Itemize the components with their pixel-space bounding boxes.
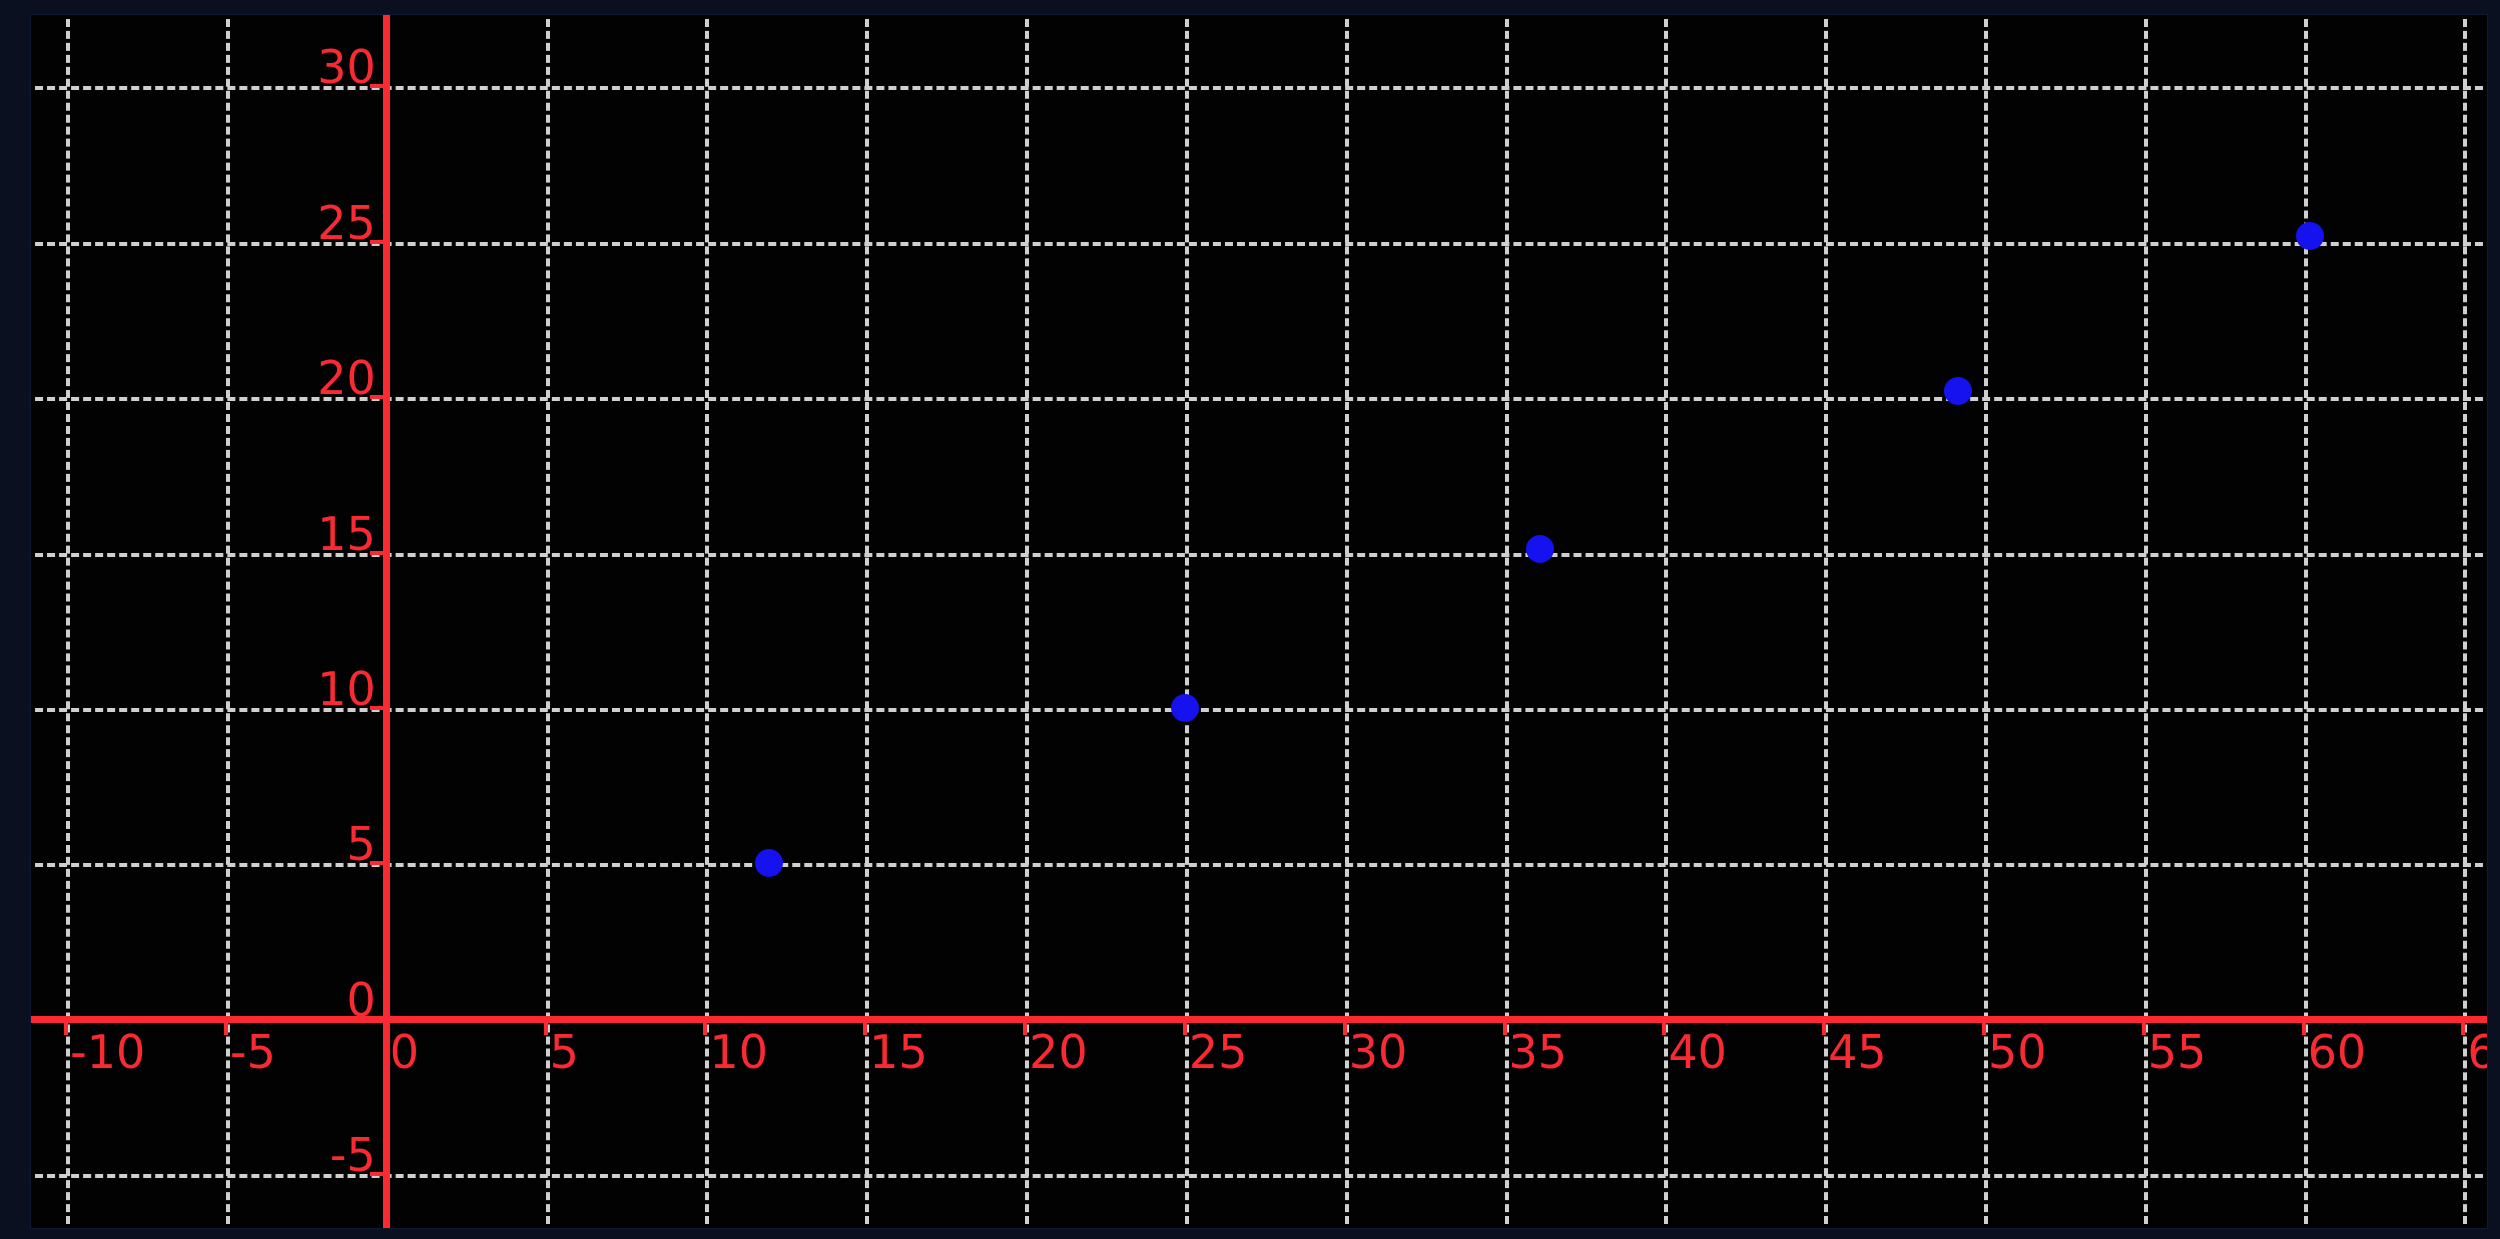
gridline-horizontal [31,241,2487,246]
x-axis-tick-label: 20 [1029,1024,1088,1079]
x-axis-tick-label: 35 [1508,1024,1568,1079]
x-axis-tick-label: 55 [2147,1024,2207,1079]
data-point[interactable] [1170,693,1199,722]
x-axis-tick-label: 65 [2467,1029,2487,1075]
gridline-horizontal [31,86,2487,91]
x-axis-tick [543,1018,548,1035]
data-point[interactable] [1944,376,1973,405]
x-axis-tick-label: 50 [1987,1024,2047,1079]
x-axis-tick-label: 40 [1668,1024,1727,1079]
x-axis-tick [2461,1018,2466,1035]
y-axis-line [382,15,390,1228]
y-axis-tick-label: 10 [317,661,376,716]
gridline-horizontal [31,863,2487,868]
x-axis-tick [2141,1018,2146,1035]
x-axis-tick [1342,1018,1347,1035]
x-axis-tick-label: -5 [229,1024,276,1079]
y-axis-tick-label: 15 [317,506,376,561]
plot-canvas: -10-505101520253035404550556065 -5051015… [30,14,2488,1229]
gridline-horizontal [31,707,2487,712]
x-axis-tick [1023,1018,1028,1035]
x-axis-tick-label: 10 [709,1024,768,1079]
x-axis-tick-label: 60 [2307,1024,2367,1079]
x-axis-tick [64,1018,69,1035]
data-point[interactable] [1525,535,1554,564]
x-axis-tick [1502,1018,1507,1035]
x-axis-tick [1822,1018,1827,1035]
gridline-horizontal [31,397,2487,402]
x-axis-tick [703,1018,708,1035]
x-axis-tick [383,1018,388,1035]
x-axis-line [31,1015,2487,1023]
y-axis-tick-label: 20 [317,351,376,406]
gridline-horizontal [31,552,2487,557]
gridline-horizontal [31,1174,2487,1179]
y-axis-tick-label: -5 [329,1128,376,1183]
y-axis-tick-label: 25 [317,195,376,250]
x-axis-tick [1981,1018,1986,1035]
y-axis-tick-label: 5 [346,817,376,872]
x-axis-tick [2301,1018,2306,1035]
data-point[interactable] [2296,221,2324,250]
x-axis-tick [863,1018,868,1035]
y-axis-tick-label: 0 [346,972,376,1027]
x-axis-tick-label: 30 [1348,1024,1408,1079]
x-axis-tick-label: 25 [1188,1024,1248,1079]
x-axis-tick-label: 5 [549,1024,579,1079]
x-axis-tick-label: 15 [869,1024,928,1079]
x-axis-tick [223,1018,228,1035]
x-axis-tick [1182,1018,1187,1035]
x-axis-tick [1662,1018,1667,1035]
x-axis-tick-label: 45 [1828,1024,1887,1079]
y-axis-tick [369,1016,386,1021]
data-point[interactable] [755,849,784,878]
x-axis-tick-label: 0 [389,1024,420,1079]
y-axis-tick-label: 30 [317,40,376,95]
x-axis-tick-label: -10 [70,1024,146,1079]
